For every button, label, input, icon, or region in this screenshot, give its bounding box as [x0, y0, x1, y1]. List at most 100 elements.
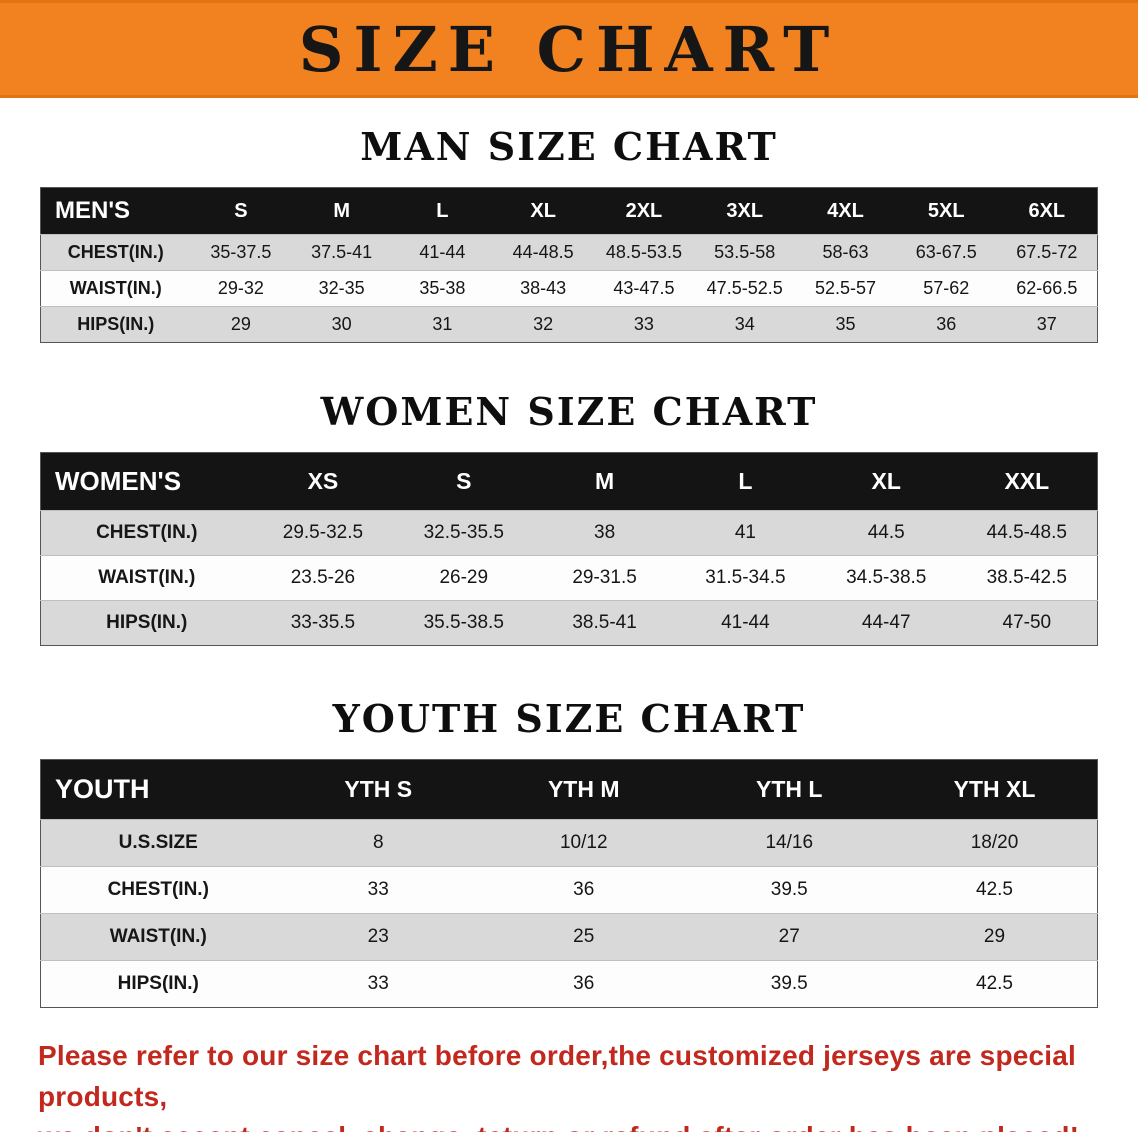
table-row: WAIST(IN.) 29-32 32-35 35-38 38-43 43-47.5 47.… [40, 270, 1098, 307]
value-cell: 42.5 [892, 960, 1098, 1008]
value-cell: 39.5 [686, 960, 892, 1008]
row-label: WAIST(IN.) [40, 913, 276, 961]
value-cell: 29-31.5 [534, 555, 675, 601]
size-header-cell: XL [492, 187, 594, 235]
size-header-cell: YTH S [275, 759, 481, 820]
value-cell: 32 [492, 306, 594, 343]
size-header-cell: 5XL [895, 187, 997, 235]
men-section-heading: MAN SIZE CHART [360, 124, 778, 169]
size-header-cell: XS [252, 452, 394, 511]
value-cell: 38 [534, 510, 675, 556]
table-row: HIPS(IN.) 29 30 31 32 33 34 35 36 37 [40, 306, 1098, 343]
value-cell: 32.5-35.5 [393, 510, 535, 556]
size-header-cell: 6XL [996, 187, 1098, 235]
banner-title: SIZE CHART [298, 12, 840, 86]
value-cell: 29 [892, 913, 1098, 961]
value-cell: 53.5-58 [694, 234, 796, 271]
value-cell: 38.5-42.5 [956, 555, 1098, 601]
value-cell: 25 [481, 913, 687, 961]
value-cell: 34 [694, 306, 796, 343]
value-cell: 8 [275, 819, 481, 867]
value-cell: 41-44 [392, 234, 493, 271]
size-header-cell: YTH XL [892, 759, 1098, 820]
row-label: HIPS(IN.) [40, 960, 276, 1008]
table-header-row: YOUTH YTH S YTH M YTH L YTH XL [40, 759, 1098, 820]
row-label: CHEST(IN.) [40, 866, 276, 914]
value-cell: 29 [190, 306, 292, 343]
value-cell: 23.5-26 [252, 555, 394, 601]
value-cell: 58-63 [795, 234, 896, 271]
value-cell: 36 [481, 960, 687, 1008]
value-cell: 33 [593, 306, 695, 343]
value-cell: 47-50 [956, 600, 1098, 646]
table-row: U.S.SIZE 8 10/12 14/16 18/20 [40, 819, 1098, 867]
row-label: CHEST(IN.) [40, 234, 191, 271]
table-header-row: WOMEN'S XS S M L XL XXL [40, 452, 1098, 511]
size-header-cell: 3XL [694, 187, 796, 235]
value-cell: 62-66.5 [996, 270, 1098, 307]
value-cell: 42.5 [892, 866, 1098, 914]
value-cell: 44-47 [815, 600, 957, 646]
men-size-table: MEN'S S M L XL 2XL 3XL 4XL 5XL 6XL CHEST(IN.) 35-37… [40, 187, 1098, 343]
size-header-cell: 4XL [795, 187, 896, 235]
value-cell: 44.5-48.5 [956, 510, 1098, 556]
row-label: CHEST(IN.) [40, 510, 253, 556]
table-row: WAIST(IN.) 23 25 27 29 [40, 913, 1098, 961]
value-cell: 35.5-38.5 [393, 600, 535, 646]
value-cell: 34.5-38.5 [815, 555, 957, 601]
size-header-cell: L [392, 187, 493, 235]
value-cell: 41 [674, 510, 816, 556]
value-cell: 33-35.5 [252, 600, 394, 646]
value-cell: 36 [895, 306, 997, 343]
table-title-cell: MEN'S [40, 187, 191, 235]
size-header-cell: YTH L [686, 759, 892, 820]
youth-section-heading: YOUTH SIZE CHART [332, 696, 806, 741]
size-header-cell: YTH M [481, 759, 687, 820]
table-header-row: MEN'S S M L XL 2XL 3XL 4XL 5XL 6XL [40, 187, 1098, 235]
table-row: HIPS(IN.) 33-35.5 35.5-38.5 38.5-41 41-44 44-… [40, 600, 1098, 646]
value-cell: 35-37.5 [190, 234, 292, 271]
value-cell: 10/12 [481, 819, 687, 867]
value-cell: 14/16 [686, 819, 892, 867]
value-cell: 44.5 [815, 510, 957, 556]
table-title-cell: YOUTH [40, 759, 276, 820]
women-section-heading: WOMEN SIZE CHART [320, 389, 818, 434]
value-cell: 38-43 [492, 270, 594, 307]
size-header-cell: L [674, 452, 816, 511]
value-cell: 47.5-52.5 [694, 270, 796, 307]
value-cell: 37.5-41 [291, 234, 393, 271]
size-header-cell: S [393, 452, 535, 511]
row-label: WAIST(IN.) [40, 555, 253, 601]
row-label: HIPS(IN.) [40, 600, 253, 646]
size-header-cell: M [534, 452, 675, 511]
footer-note-line-1: Please refer to our size chart before or… [38, 1040, 1077, 1112]
value-cell: 18/20 [892, 819, 1098, 867]
table-row: CHEST(IN.) 35-37.5 37.5-41 41-44 44-48.5 48.5… [40, 234, 1098, 271]
value-cell: 36 [481, 866, 687, 914]
youth-size-table: YOUTH YTH S YTH M YTH L YTH XL U.S.SIZE 8 10/12… [40, 759, 1098, 1008]
value-cell: 44-48.5 [492, 234, 594, 271]
table-row: CHEST(IN.) 33 36 39.5 42.5 [40, 866, 1098, 914]
value-cell: 31 [392, 306, 493, 343]
size-header-cell: XXL [956, 452, 1098, 511]
footer-note: Please refer to our size chart before or… [0, 1036, 1138, 1132]
value-cell: 57-62 [895, 270, 997, 307]
size-header-cell: XL [815, 452, 957, 511]
value-cell: 31.5-34.5 [674, 555, 816, 601]
value-cell: 30 [291, 306, 393, 343]
value-cell: 52.5-57 [795, 270, 896, 307]
value-cell: 27 [686, 913, 892, 961]
value-cell: 63-67.5 [895, 234, 997, 271]
size-header-cell: S [190, 187, 292, 235]
value-cell: 23 [275, 913, 481, 961]
row-label: HIPS(IN.) [40, 306, 191, 343]
women-size-table: WOMEN'S XS S M L XL XXL CHEST(IN.) 29.5-32.5 32.5… [40, 452, 1098, 646]
value-cell: 32-35 [291, 270, 393, 307]
value-cell: 26-29 [393, 555, 535, 601]
table-row: WAIST(IN.) 23.5-26 26-29 29-31.5 31.5-34.5 34… [40, 555, 1098, 601]
value-cell: 37 [996, 306, 1098, 343]
row-label: WAIST(IN.) [40, 270, 191, 307]
value-cell: 33 [275, 960, 481, 1008]
value-cell: 39.5 [686, 866, 892, 914]
value-cell: 48.5-53.5 [593, 234, 695, 271]
